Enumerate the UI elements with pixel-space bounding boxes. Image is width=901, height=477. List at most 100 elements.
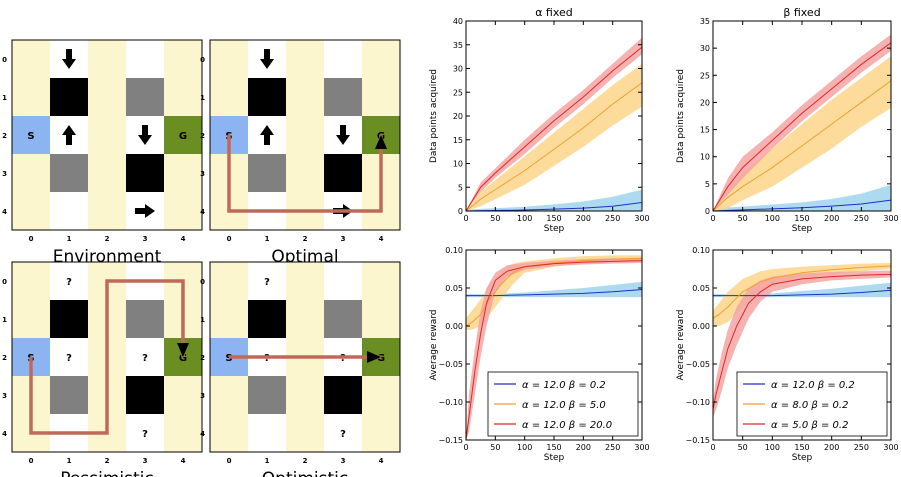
grid-y-tick: 0 bbox=[2, 56, 7, 64]
grid-x-tick: 3 bbox=[341, 235, 346, 243]
grid-panel-title: Optimistic bbox=[262, 469, 348, 477]
grid-x-tick: 1 bbox=[265, 457, 270, 465]
unknown-cell-label: ? bbox=[66, 353, 72, 364]
x-tick-label: 100 bbox=[765, 214, 780, 223]
path-line bbox=[227, 135, 383, 213]
x-tick-label: 50 bbox=[738, 443, 748, 452]
grid-cell bbox=[88, 78, 126, 116]
x-axis-label: Step bbox=[792, 224, 813, 234]
legend-entry: α = 12.0 β = 0.2 bbox=[522, 380, 606, 391]
grid-frame bbox=[209, 39, 401, 231]
grid-x-tick: 2 bbox=[105, 235, 110, 243]
x-tick-label: 300 bbox=[634, 443, 649, 452]
grid-cell bbox=[50, 300, 88, 338]
x-tick-label: 100 bbox=[765, 443, 780, 452]
plot-series-group bbox=[466, 37, 642, 211]
series-band-blue bbox=[466, 281, 642, 298]
grid-x-tick: 4 bbox=[379, 235, 384, 243]
grid-x-tick: 0 bbox=[227, 235, 232, 243]
y-tick-label: −0.05 bbox=[438, 360, 463, 369]
grid-y-tick: 2 bbox=[200, 354, 205, 362]
chart-panel-4: 0 50 100 150 200 250 300 −0.15 −0.10 −0.05 0.00 0.0… bbox=[676, 246, 899, 463]
grid-panel-optimal: SG0123401234Optimal bbox=[200, 39, 401, 267]
x-tick-label: 50 bbox=[490, 443, 500, 452]
grid-cell bbox=[88, 40, 126, 78]
gridworld-panels: SG0123401234EnvironmentSG0123401234Optim… bbox=[2, 39, 401, 477]
grid-cell bbox=[88, 154, 126, 192]
grid-cell bbox=[286, 40, 324, 78]
y-tick-label: 0.05 bbox=[692, 284, 710, 293]
x-tick-label: 0 bbox=[710, 214, 715, 223]
legend-entry: α = 5.0 β = 0.2 bbox=[771, 420, 848, 431]
grid-cell bbox=[12, 154, 50, 192]
arrow-down-icon bbox=[336, 125, 350, 145]
series-line-blue bbox=[713, 289, 891, 297]
grid-cell bbox=[50, 262, 88, 300]
grid-x-tick: 3 bbox=[143, 235, 148, 243]
grid-cell bbox=[50, 78, 88, 116]
y-tick-label: −0.15 bbox=[438, 436, 463, 445]
x-axis-label: Step bbox=[544, 453, 565, 463]
grid-cell bbox=[286, 262, 324, 300]
grid-cell bbox=[12, 40, 50, 78]
series-line-red bbox=[466, 46, 642, 211]
grid-panel-pessimistic: SG????0123401234Pessimistic bbox=[2, 261, 203, 477]
grid-y-tick: 0 bbox=[200, 56, 205, 64]
grid-cell bbox=[248, 154, 286, 192]
grid-cell bbox=[164, 78, 202, 116]
series-line-red bbox=[713, 273, 891, 410]
grid-cell bbox=[164, 116, 202, 154]
y-axis-label: Average reward bbox=[676, 310, 686, 381]
grid-y-tick: 3 bbox=[200, 392, 205, 400]
x-tick-label: 200 bbox=[576, 214, 591, 223]
y-tick-label: 35 bbox=[700, 17, 710, 26]
grid-y-tick: 1 bbox=[2, 94, 7, 102]
arrow-down-icon bbox=[260, 49, 274, 69]
path-arrowhead-icon bbox=[375, 135, 387, 149]
y-tick-label: 0.00 bbox=[692, 322, 710, 331]
series-band-orange bbox=[713, 262, 891, 326]
grid-x-tick: 0 bbox=[29, 457, 34, 465]
grid-y-tick: 4 bbox=[2, 430, 7, 438]
grid-cell bbox=[164, 376, 202, 414]
grid-cell bbox=[210, 300, 248, 338]
grid-y-tick: 4 bbox=[200, 430, 205, 438]
y-tick-label: −0.05 bbox=[685, 360, 710, 369]
grid-y-tick: 3 bbox=[200, 170, 205, 178]
grid-cell bbox=[126, 414, 164, 452]
grid-cell bbox=[126, 40, 164, 78]
grid-x-tick: 4 bbox=[181, 235, 186, 243]
y-tick-label: 40 bbox=[453, 17, 463, 26]
grid-cell bbox=[362, 40, 400, 78]
grid-cell bbox=[12, 116, 50, 154]
grid-y-tick: 1 bbox=[200, 94, 205, 102]
x-tick-label: 150 bbox=[546, 443, 561, 452]
grid-cell bbox=[164, 40, 202, 78]
path-line bbox=[29, 279, 185, 435]
grid-cell bbox=[248, 300, 286, 338]
grid-x-tick: 4 bbox=[379, 457, 384, 465]
grid-y-tick: 4 bbox=[2, 208, 7, 216]
y-tick-label: 15 bbox=[453, 136, 463, 145]
plot-series-group bbox=[713, 262, 891, 418]
series-line-red bbox=[466, 260, 642, 440]
y-tick-label: 25 bbox=[453, 88, 463, 97]
series-line-blue bbox=[466, 289, 642, 297]
y-tick-label: −0.15 bbox=[685, 436, 710, 445]
x-tick-label: 0 bbox=[463, 443, 468, 452]
unknown-cell-label: ? bbox=[142, 353, 148, 364]
y-tick-label: 20 bbox=[453, 112, 463, 121]
grid-y-tick: 0 bbox=[2, 278, 7, 286]
arrow-up-icon bbox=[260, 125, 274, 145]
grid-cell bbox=[324, 154, 362, 192]
legend: α = 12.0 β = 0.2 α = 12.0 β = 5.0 α = 12.0… bbox=[487, 371, 639, 437]
plot-series-group bbox=[466, 255, 642, 440]
x-tick-label: 200 bbox=[824, 214, 839, 223]
grid-y-tick: 1 bbox=[2, 316, 7, 324]
y-tick-label: 5 bbox=[458, 183, 463, 192]
series-line-orange bbox=[713, 80, 891, 211]
grid-cell bbox=[286, 376, 324, 414]
grid-cell bbox=[50, 154, 88, 192]
legend-entry: α = 12.0 β = 5.0 bbox=[522, 400, 606, 411]
